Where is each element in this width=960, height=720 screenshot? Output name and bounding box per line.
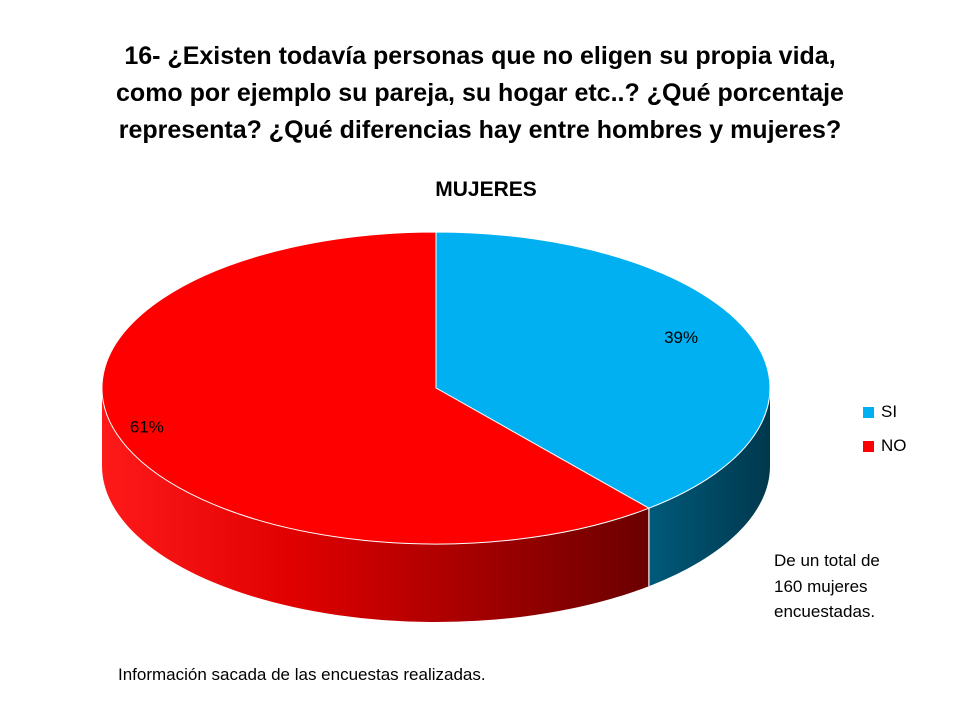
sample-note-line: De un total de <box>774 551 880 570</box>
slide-title: 16- ¿Existen todavía personas que no eli… <box>40 38 920 149</box>
legend-label-si: SI <box>881 402 898 421</box>
legend-swatch-no <box>863 440 874 452</box>
legend-swatch-si <box>863 406 874 418</box>
slide-title-line: como por ejemplo su pareja, su hogar etc… <box>116 79 844 107</box>
legend-label-no: NO <box>881 436 907 455</box>
data-label-no: 61% <box>130 418 164 437</box>
pie-top-faces <box>101 231 771 545</box>
pie-data-labels: 39% 61% <box>130 328 698 437</box>
data-label-si: 39% <box>664 328 698 347</box>
slide-title-line: 16- ¿Existen todavía personas que no eli… <box>124 42 836 70</box>
legend: SI NO <box>863 395 907 463</box>
sample-note: De un total de 160 mujeres encuestadas. <box>774 548 954 625</box>
legend-item-no: NO <box>863 429 907 463</box>
pie-slice-si <box>435 231 771 509</box>
legend-item-si: SI <box>863 395 907 429</box>
slide-title-line: representa? ¿Qué diferencias hay entre h… <box>118 116 842 144</box>
pie-side-walls <box>102 388 770 622</box>
sample-note-line: encuestadas. <box>774 602 876 621</box>
footer-source: Información sacada de las encuestas real… <box>118 665 486 684</box>
sample-note-line: 160 mujeres <box>774 576 868 596</box>
pie-side-no <box>102 388 649 622</box>
pie-slice-no <box>101 231 651 545</box>
chart-title: MUJERES <box>435 178 537 201</box>
pie-side-si <box>648 388 770 587</box>
